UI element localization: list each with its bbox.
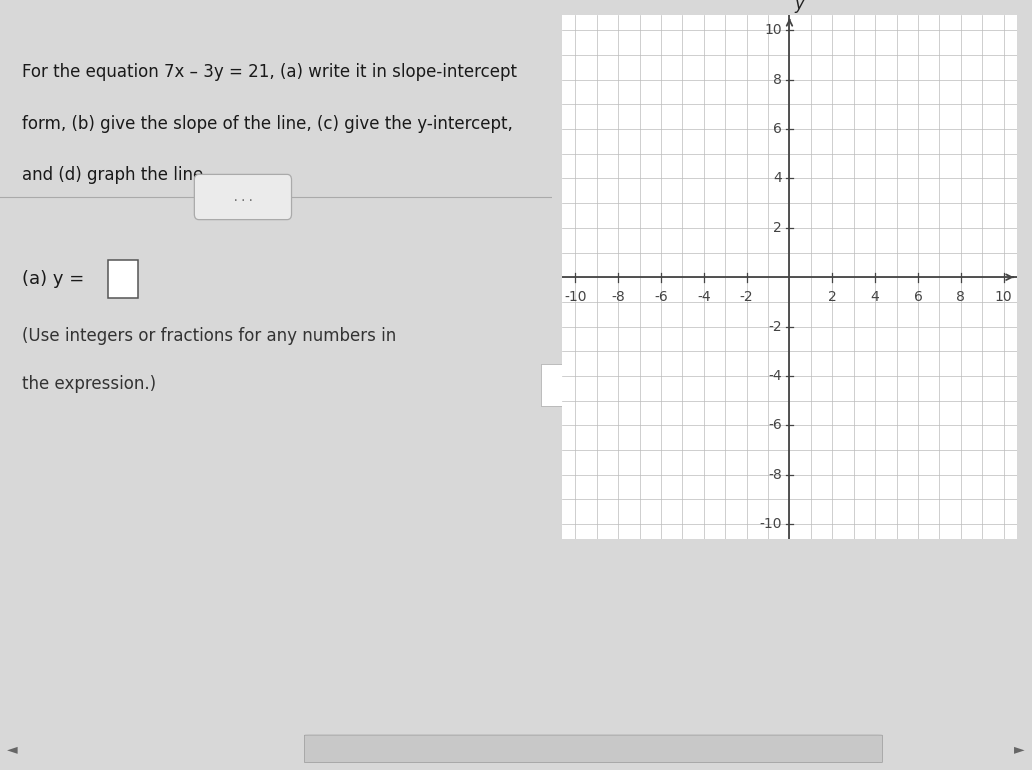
Text: -6: -6 (768, 418, 782, 433)
Text: 4: 4 (871, 290, 879, 303)
Text: and (d) graph the line.: and (d) graph the line. (22, 166, 208, 184)
Text: 6: 6 (773, 122, 782, 136)
Text: form, (b) give the slope of the line, (c) give the y-intercept,: form, (b) give the slope of the line, (c… (22, 115, 513, 132)
Text: (a) y =: (a) y = (22, 270, 85, 288)
Text: -4: -4 (769, 369, 782, 383)
Text: -8: -8 (611, 290, 625, 303)
Text: 10: 10 (765, 23, 782, 37)
Text: ►: ► (1014, 742, 1025, 756)
FancyBboxPatch shape (107, 260, 138, 299)
Text: 8: 8 (773, 72, 782, 86)
Text: ◄: ◄ (7, 742, 18, 756)
Text: 2: 2 (828, 290, 837, 303)
Text: 10: 10 (995, 290, 1012, 303)
Text: 4: 4 (773, 172, 782, 186)
Text: ⋮: ⋮ (559, 377, 574, 393)
Text: -6: -6 (654, 290, 668, 303)
Text: 8: 8 (957, 290, 965, 303)
Text: -4: -4 (697, 290, 711, 303)
FancyBboxPatch shape (304, 735, 882, 762)
Text: ...: ... (231, 190, 254, 203)
Text: -10: -10 (760, 517, 782, 531)
Text: For the equation 7x – 3y = 21, (a) write it in slope-intercept: For the equation 7x – 3y = 21, (a) write… (22, 63, 517, 82)
Text: -8: -8 (768, 468, 782, 482)
Text: -2: -2 (740, 290, 753, 303)
Text: -10: -10 (565, 290, 586, 303)
Text: 2: 2 (773, 221, 782, 235)
Text: the expression.): the expression.) (22, 375, 156, 393)
Text: y: y (795, 0, 804, 13)
FancyBboxPatch shape (194, 174, 291, 219)
Text: 6: 6 (913, 290, 923, 303)
Text: (Use integers or fractions for any numbers in: (Use integers or fractions for any numbe… (22, 327, 396, 345)
Text: -2: -2 (769, 320, 782, 333)
